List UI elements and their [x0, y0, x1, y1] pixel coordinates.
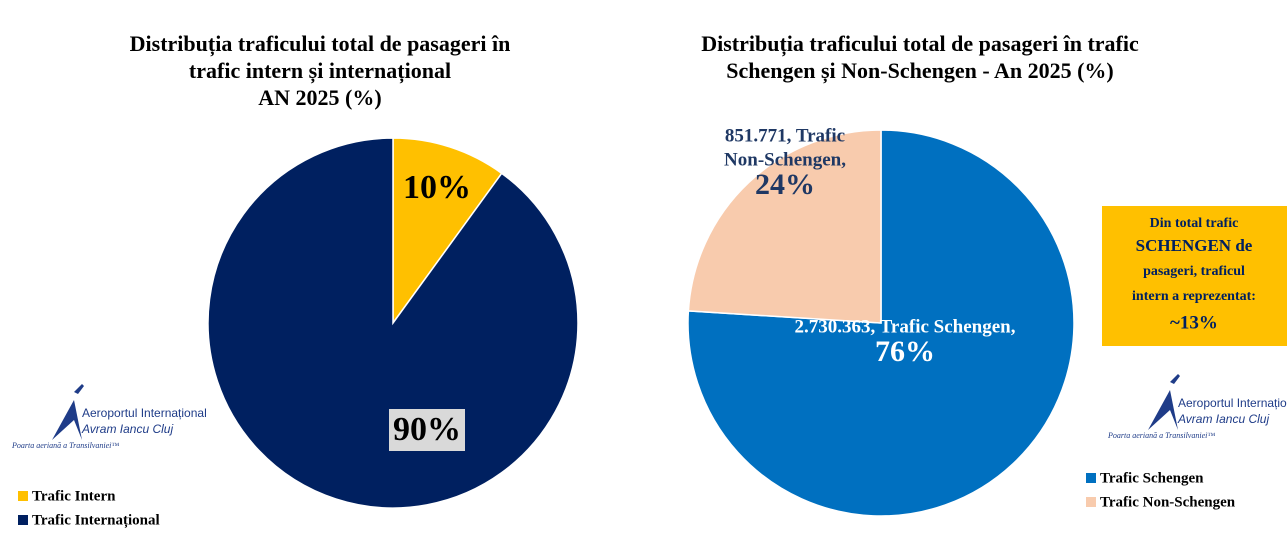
chart-title: Distribuția traficului total de pasageri… [701, 31, 1139, 57]
chart-title: trafic intern și internațional [189, 58, 451, 84]
data-label: 24% [755, 168, 815, 201]
legend-swatch [18, 515, 28, 525]
data-label: 76% [875, 335, 935, 368]
pie-slice [687, 129, 1075, 517]
logo-name: Aeroportul Internațional [1178, 396, 1287, 410]
legend-swatch [18, 491, 28, 501]
legend-label: Trafic Intern [32, 488, 116, 504]
annotation-line: SCHENGEN de [1136, 236, 1253, 255]
legend-label: Trafic Non-Schengen [1100, 494, 1236, 510]
annotation-line: intern a reprezentat: [1132, 289, 1256, 304]
pie-slice [687, 129, 882, 324]
data-label: 90% [393, 411, 461, 448]
pie-slice [207, 137, 579, 509]
data-label: 10% [403, 169, 471, 206]
legend-label: Trafic Schengen [1100, 470, 1204, 486]
annotation-line: ~13% [1170, 312, 1218, 333]
logo-tagline: Poarta aeriană a Transilvaniei™ [11, 441, 119, 450]
data-label-text: Non-Schengen, [724, 149, 846, 170]
logo-tagline: Poarta aeriană a Transilvaniei™ [1107, 431, 1215, 440]
logo: Aeroportul Internațional Avram Iancu Clu… [11, 384, 207, 450]
logo: Aeroportul Internațional Avram Iancu Clu… [1107, 374, 1287, 440]
chart-title: AN 2025 (%) [258, 85, 381, 110]
data-label-bg [389, 409, 465, 451]
logo-icon [52, 384, 84, 440]
legend-swatch [1086, 497, 1096, 507]
logo-city: Avram Iancu Cluj [1177, 412, 1269, 426]
data-label-text: 851.771, Trafic [725, 125, 845, 146]
legend-swatch [1086, 473, 1096, 483]
annotation-line: Din total trafic [1150, 216, 1239, 231]
chart-title: Distribuția traficului total de pasageri… [130, 31, 511, 57]
logo-icon [1148, 374, 1180, 430]
data-label-text: 2.730.363, Trafic Schengen, [795, 316, 1016, 337]
logo-name: Aeroportul Internațional [82, 406, 207, 420]
chart-title: Schengen și Non-Schengen - An 2025 (%) [726, 58, 1113, 84]
annotation-box [1102, 206, 1287, 346]
logo-city: Avram Iancu Cluj [81, 422, 173, 436]
legend-label: Trafic Internațional [32, 512, 160, 528]
annotation-line: pasageri, traficul [1143, 264, 1245, 279]
pie-slice [392, 137, 503, 326]
